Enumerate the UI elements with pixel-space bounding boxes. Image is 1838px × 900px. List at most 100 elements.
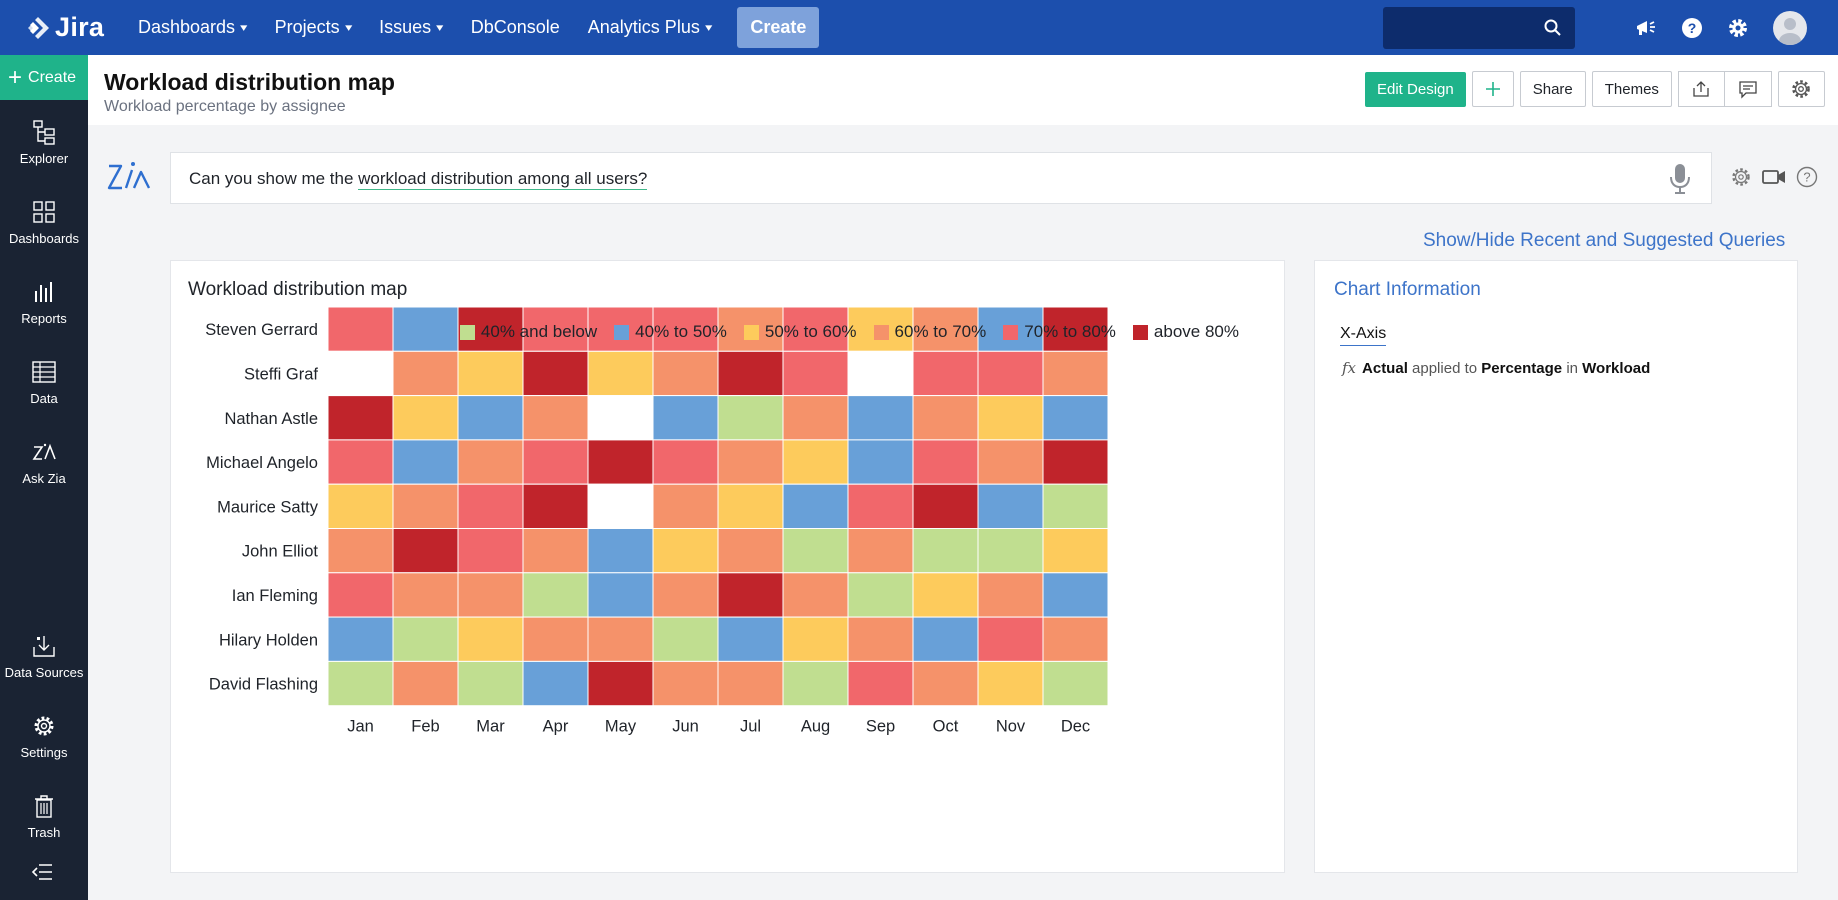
share-button[interactable]: Share: [1519, 71, 1586, 107]
heatmap-cell[interactable]: [977, 616, 1044, 662]
heatmap-cell[interactable]: [912, 350, 979, 397]
video-icon[interactable]: [1762, 168, 1786, 186]
heatmap-cell[interactable]: [1042, 572, 1109, 618]
settings-button[interactable]: [1777, 71, 1825, 107]
heatmap-cell[interactable]: [652, 483, 719, 529]
heatmap-cell[interactable]: [1042, 528, 1109, 574]
heatmap-cell[interactable]: [847, 395, 914, 441]
heatmap-cell[interactable]: [522, 483, 589, 529]
heatmap-cell[interactable]: [977, 350, 1044, 397]
heatmap-cell[interactable]: [782, 616, 849, 662]
legend-item[interactable]: 70% to 80%: [1003, 322, 1116, 342]
heatmap-cell[interactable]: [717, 528, 784, 574]
collapse-icon[interactable]: [30, 863, 54, 887]
heatmap-cell[interactable]: [1042, 306, 1109, 352]
heatmap-cell[interactable]: [327, 306, 394, 352]
heatmap-cell[interactable]: [1042, 395, 1109, 441]
heatmap-cell[interactable]: [587, 439, 654, 485]
heatmap-cell[interactable]: [587, 616, 654, 662]
show-hide-queries-link[interactable]: Show/Hide Recent and Suggested Queries: [1423, 230, 1786, 251]
heatmap-cell[interactable]: [912, 616, 979, 662]
heatmap-cell[interactable]: [652, 616, 719, 662]
sidebar-item-ask-zia[interactable]: Ask Zia: [0, 439, 88, 486]
help-icon[interactable]: ?: [1681, 17, 1703, 39]
megaphone-icon[interactable]: [1635, 18, 1657, 38]
heatmap-cell[interactable]: [652, 306, 719, 352]
heatmap-cell[interactable]: [717, 395, 784, 441]
heatmap-cell[interactable]: [652, 528, 719, 574]
heatmap-cell[interactable]: [652, 660, 719, 707]
heatmap-cell[interactable]: [1042, 616, 1109, 662]
heatmap-cell[interactable]: [327, 528, 394, 574]
heatmap-cell[interactable]: [392, 439, 459, 485]
heatmap-cell[interactable]: [977, 660, 1044, 707]
comment-button[interactable]: [1724, 71, 1772, 107]
heatmap-cell[interactable]: [522, 572, 589, 618]
heatmap-cell[interactable]: [327, 483, 394, 529]
help-icon[interactable]: ?: [1796, 166, 1818, 188]
heatmap-cell[interactable]: [522, 439, 589, 485]
nav-dbconsole[interactable]: DbConsole: [471, 17, 560, 38]
sidebar-item-reports[interactable]: Reports: [0, 279, 88, 326]
heatmap-cell[interactable]: [522, 350, 589, 397]
sidebar-create-button[interactable]: + Create: [0, 55, 88, 100]
heatmap-cell[interactable]: [847, 660, 914, 707]
heatmap-cell[interactable]: [912, 528, 979, 574]
sidebar-item-settings[interactable]: Settings: [0, 713, 88, 760]
heatmap-cell[interactable]: [912, 439, 979, 485]
heatmap-cell[interactable]: [327, 350, 394, 397]
heatmap-cell[interactable]: [457, 616, 524, 662]
search-icon[interactable]: [1544, 19, 1561, 41]
x-axis-label[interactable]: X-Axis: [1340, 325, 1387, 346]
heatmap-cell[interactable]: [977, 528, 1044, 574]
heatmap-cell[interactable]: [847, 350, 914, 397]
heatmap-cell[interactable]: [587, 660, 654, 707]
heatmap-cell[interactable]: [522, 395, 589, 441]
heatmap-cell[interactable]: [717, 572, 784, 618]
heatmap-cell[interactable]: [392, 395, 459, 441]
nav-dashboards[interactable]: Dashboards ▾: [138, 17, 247, 38]
legend-item[interactable]: 40% to 50%: [614, 322, 727, 342]
export-button[interactable]: [1677, 71, 1725, 107]
heatmap-cell[interactable]: [327, 616, 394, 662]
add-button[interactable]: [1471, 71, 1514, 107]
heatmap-cell[interactable]: [457, 439, 524, 485]
heatmap-cell[interactable]: [717, 439, 784, 485]
heatmap-cell[interactable]: [392, 660, 459, 707]
legend-item[interactable]: 50% to 60%: [743, 322, 857, 342]
heatmap-cell[interactable]: [587, 528, 654, 574]
heatmap-cell[interactable]: [847, 572, 914, 618]
heatmap-cell[interactable]: [782, 439, 849, 485]
gear-icon[interactable]: [1727, 17, 1749, 39]
heatmap-cell[interactable]: [457, 572, 524, 618]
heatmap-cell[interactable]: [457, 483, 524, 529]
heatmap-cell[interactable]: [392, 528, 459, 574]
heatmap-cell[interactable]: [1042, 660, 1109, 707]
heatmap-cell[interactable]: [457, 395, 524, 441]
heatmap-cell[interactable]: [1042, 350, 1109, 397]
legend-item[interactable]: 60% to 70%: [873, 322, 986, 342]
heatmap-cell[interactable]: [522, 528, 589, 574]
heatmap-cell[interactable]: [522, 616, 589, 662]
heatmap-cell[interactable]: [652, 572, 719, 618]
heatmap-cell[interactable]: [1042, 439, 1109, 485]
avatar[interactable]: [1773, 10, 1807, 45]
heatmap-cell[interactable]: [587, 395, 654, 441]
heatmap-cell[interactable]: [977, 439, 1044, 485]
edit-design-button[interactable]: Edit Design: [1365, 71, 1466, 107]
heatmap-cell[interactable]: [392, 572, 459, 618]
legend-item[interactable]: 40% and below: [459, 322, 597, 342]
microphone-icon[interactable]: [1669, 163, 1691, 200]
heatmap-cell[interactable]: [847, 616, 914, 662]
jira-logo[interactable]: Jira: [26, 12, 118, 43]
heatmap-cell[interactable]: [392, 306, 459, 352]
heatmap-cell[interactable]: [327, 395, 394, 441]
heatmap-cell[interactable]: [782, 660, 849, 707]
heatmap-cell[interactable]: [392, 616, 459, 662]
heatmap-cell[interactable]: [587, 350, 654, 397]
sidebar-item-data-sources[interactable]: Data Sources: [0, 633, 88, 680]
heatmap-cell[interactable]: [457, 528, 524, 574]
sidebar-item-explorer[interactable]: Explorer: [0, 119, 88, 166]
heatmap-cell[interactable]: [912, 572, 979, 618]
themes-button[interactable]: Themes: [1591, 71, 1672, 107]
